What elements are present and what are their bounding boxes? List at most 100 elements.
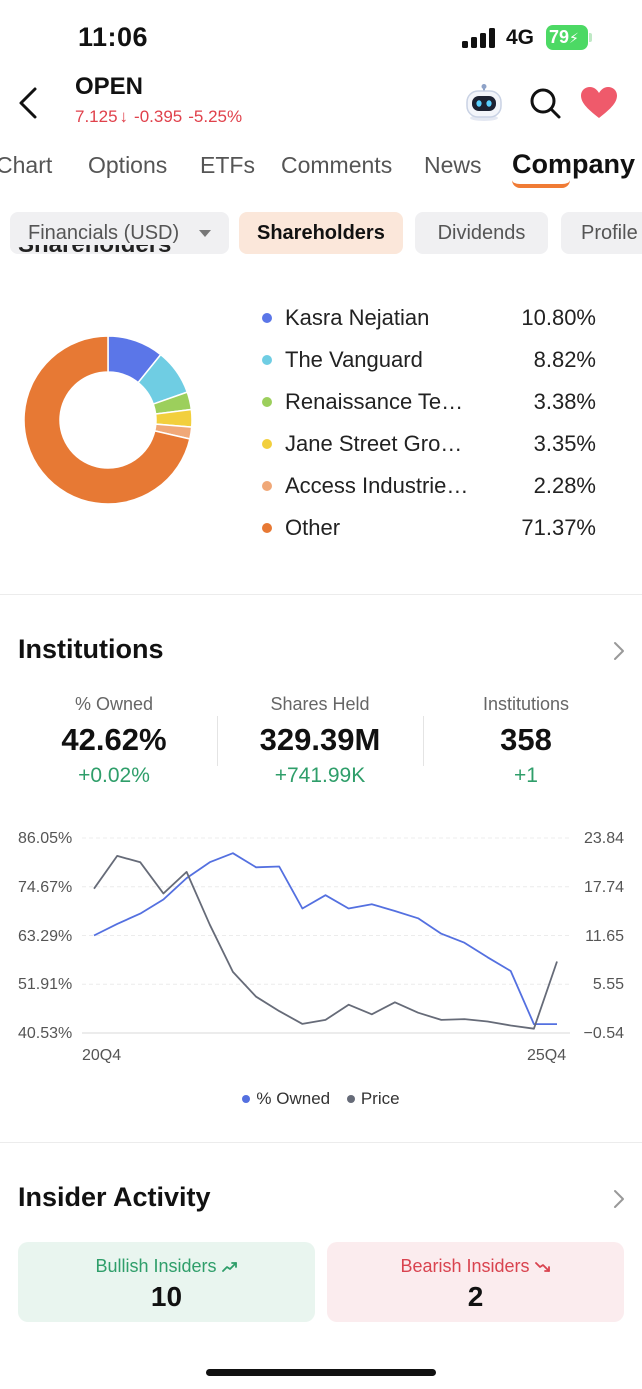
stat-owned: % Owned 42.62% +0.02%: [14, 694, 214, 788]
search-icon[interactable]: [528, 86, 562, 120]
chevron-right-icon[interactable]: [612, 1188, 626, 1210]
subtab-dividends[interactable]: Dividends: [415, 212, 548, 254]
institutions-line-chart: [82, 837, 570, 1034]
shareholder-pct: 3.35%: [533, 431, 596, 456]
signal-icon: [462, 28, 495, 48]
y-left-tick: 74.67%: [18, 879, 73, 896]
institutions-title: Institutions: [18, 634, 164, 664]
bullish-count: 10: [150, 1281, 183, 1312]
legend-dot: [262, 439, 272, 449]
shareholder-pct: 10.80%: [521, 305, 596, 330]
shareholder-row[interactable]: Jane Street Gro… 3.35%: [262, 429, 596, 459]
legend-dot: [346, 1095, 355, 1103]
shareholder-name: Other: [285, 515, 341, 540]
bullish-label: Bullish Insiders: [95, 1256, 217, 1276]
divider: [217, 716, 218, 766]
shareholder-row[interactable]: The Vanguard 8.82%: [262, 345, 596, 375]
chart-legend: % Owned Price: [0, 1088, 642, 1109]
y-left-tick: 51.91%: [18, 976, 73, 993]
subtab-shareholders[interactable]: Shareholders: [239, 212, 403, 254]
bearish-label-row: Bearish Insiders: [327, 1256, 624, 1277]
trend-up-icon: [221, 1262, 237, 1273]
home-indicator: [206, 1369, 436, 1376]
stat-label: % Owned: [74, 694, 154, 714]
chevron-right-icon[interactable]: [612, 640, 626, 662]
y-right-tick: −0.54: [583, 1025, 624, 1042]
x-tick-start: 20Q4: [82, 1047, 122, 1064]
price-quote: 7.125 ↓ -0.395 -5.25%: [75, 107, 242, 127]
tab-chart[interactable]: Chart: [0, 152, 53, 178]
tab-etfs[interactable]: ETFs: [200, 152, 255, 178]
financials-dropdown[interactable]: Financials (USD): [10, 212, 230, 254]
y-right-tick: 11.65: [585, 928, 624, 945]
shareholder-pct: 2.28%: [533, 473, 596, 498]
tab-comments[interactable]: Comments: [281, 152, 393, 178]
active-tab-indicator: [512, 180, 570, 188]
shareholder-name: Jane Street Gro…: [285, 431, 463, 456]
shareholder-row[interactable]: Renaissance Te… 3.38%: [262, 387, 596, 417]
chevron-down-icon: [199, 230, 212, 238]
legend-label: % Owned: [256, 1089, 331, 1108]
favorite-heart-icon[interactable]: [580, 86, 618, 120]
y-right-tick: 17.74: [583, 879, 624, 896]
financials-label: Financials (USD): [28, 222, 180, 244]
robot-assistant-icon[interactable]: [464, 84, 504, 122]
insider-activity-title: Insider Activity: [18, 1182, 211, 1212]
legend-item-price[interactable]: Price: [346, 1089, 400, 1109]
stat-change: +1: [514, 764, 538, 787]
legend-dot: [262, 523, 272, 533]
network-label: 4G: [506, 26, 535, 49]
divider: [423, 716, 424, 766]
series-line-price: [93, 855, 558, 1030]
trend-down-icon: [534, 1262, 550, 1273]
stat-institutions: Institutions 358 +1: [426, 694, 626, 788]
subtab-profile[interactable]: Profile: [561, 212, 642, 254]
y-right-tick: 23.84: [583, 830, 624, 847]
stat-label: Institutions: [482, 694, 570, 714]
bearish-insiders-card[interactable]: Bearish Insiders 2: [327, 1242, 624, 1322]
shareholder-row[interactable]: Access Industrie… 2.28%: [262, 471, 596, 501]
series-line-owned: [93, 852, 557, 1026]
battery-level: 79: [549, 27, 570, 47]
shareholder-pct: 3.38%: [533, 389, 596, 414]
shareholder-name: Renaissance Te…: [285, 389, 464, 414]
y-left-tick: 86.05%: [18, 830, 73, 847]
back-icon[interactable]: [14, 86, 44, 120]
shareholders-donut-chart: [24, 336, 192, 504]
legend-dot: [242, 1095, 251, 1103]
y-left-tick: 40.53%: [18, 1025, 73, 1042]
divider: [0, 1142, 642, 1143]
stat-label: Shares Held: [270, 694, 370, 714]
stat-value: 329.39M: [259, 722, 381, 757]
tab-options[interactable]: Options: [88, 152, 168, 178]
price-change: -0.395: [134, 107, 183, 126]
shareholders-heading: Shareholders: [18, 245, 171, 265]
shareholder-row[interactable]: Other 71.37%: [262, 513, 596, 543]
bullish-label-row: Bullish Insiders: [18, 1256, 315, 1277]
down-arrow-icon: ↓: [119, 107, 129, 126]
shareholder-pct: 8.82%: [533, 347, 596, 372]
donut-slice[interactable]: [24, 336, 191, 504]
legend-dot: [262, 481, 272, 491]
tab-news[interactable]: News: [424, 152, 482, 178]
status-time: 11:06: [78, 22, 149, 52]
legend-dot: [262, 313, 272, 323]
battery-icon: 79⚡: [546, 25, 594, 50]
stat-shares-held: Shares Held 329.39M +741.99K: [220, 694, 420, 788]
legend-item-owned[interactable]: % Owned: [242, 1089, 330, 1109]
tab-company[interactable]: Company: [512, 149, 636, 179]
ticker-symbol: OPEN: [75, 73, 144, 100]
y-left-tick: 63.29%: [18, 928, 73, 945]
stat-value: 358: [500, 722, 552, 757]
legend-label: Price: [360, 1089, 400, 1108]
last-price: 7.125: [75, 107, 118, 126]
shareholder-row[interactable]: Kasra Nejatian 10.80%: [262, 303, 596, 333]
legend-dot: [262, 355, 272, 365]
bearish-label: Bearish Insiders: [400, 1256, 530, 1276]
y-right-tick: 5.55: [592, 976, 624, 993]
bullish-insiders-card[interactable]: Bullish Insiders 10: [18, 1242, 315, 1322]
shareholder-name: Kasra Nejatian: [285, 305, 430, 330]
price-change-pct: -5.25%: [188, 107, 243, 126]
bearish-count: 2: [467, 1281, 484, 1312]
shareholder-name: The Vanguard: [285, 347, 423, 372]
